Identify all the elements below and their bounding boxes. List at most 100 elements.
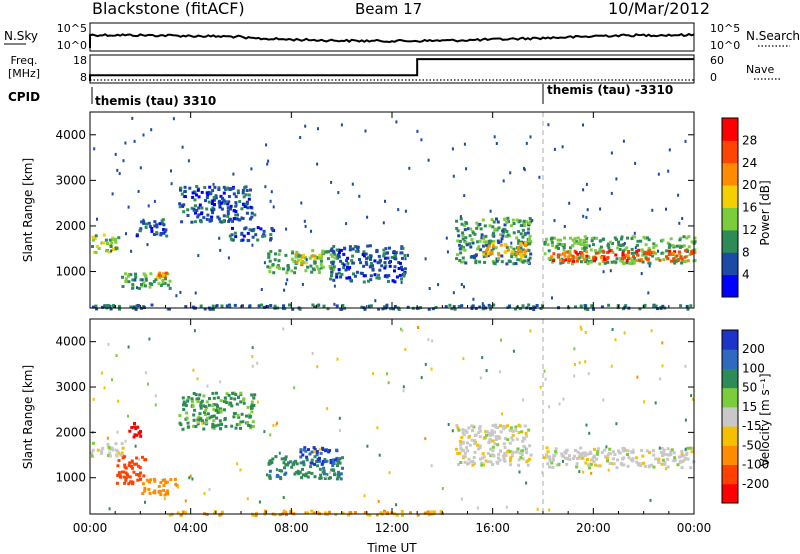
power-cell [490, 248, 494, 252]
power-cell [353, 274, 357, 278]
power-cell [619, 257, 623, 261]
power-cell [519, 224, 523, 228]
power-cell [233, 303, 237, 307]
velocity-cell [596, 447, 600, 451]
power-cell [632, 261, 636, 265]
velocity-cell [250, 400, 254, 404]
velocity-cell [568, 454, 571, 458]
velocity-cell [184, 499, 187, 503]
velocity-cell [143, 458, 147, 462]
velocity-cell [192, 392, 196, 395]
power-cell [497, 251, 500, 255]
velocity-cell [461, 440, 465, 444]
date-title: 10/Mar/2012 [608, 0, 710, 18]
power-cell [222, 220, 226, 224]
power-cell [675, 254, 679, 258]
velocity-cell [586, 452, 590, 456]
velocity-cell [543, 369, 546, 373]
power-cell [129, 305, 133, 309]
power-cell [195, 185, 199, 188]
power-cell [567, 261, 571, 264]
power-cell [461, 256, 465, 260]
velocity-cell [194, 393, 198, 397]
power-cell [248, 304, 252, 308]
velocity-cell [148, 480, 151, 484]
power-cell [330, 180, 333, 184]
velocity-cell [124, 439, 127, 443]
velocity-cell [204, 418, 208, 422]
power-cell [240, 207, 244, 211]
freq-tick-bottom: 8 [80, 71, 87, 84]
power-cell [196, 215, 200, 219]
velocity-cell [521, 398, 524, 402]
power-cell [191, 195, 195, 199]
power-cell [350, 259, 354, 263]
power-cell [602, 237, 606, 241]
power-cell [501, 229, 505, 233]
power-cell [647, 247, 651, 251]
velocity-cell [219, 409, 223, 412]
velocity-cell [133, 422, 136, 425]
velocity-cell [595, 452, 599, 456]
velocity-cell [117, 399, 120, 403]
velocity-cell [580, 454, 584, 457]
velocity-cell [159, 481, 163, 484]
velocity-cell [134, 462, 138, 466]
power-colorbar-tick-6: 28 [742, 133, 757, 147]
velocity-cell [203, 405, 207, 408]
power-cell [661, 238, 665, 242]
power-cell [652, 246, 656, 249]
velocity-cell [206, 384, 209, 388]
power-cell [458, 243, 462, 247]
velocity-cell [338, 429, 341, 433]
noise-left-tick-top: 10^5 [57, 22, 87, 35]
power-cell [210, 215, 214, 219]
power-cell [219, 248, 222, 252]
velocity-cell [253, 393, 257, 397]
power-cell [127, 205, 130, 209]
velocity-cell [310, 458, 314, 462]
power-cell [470, 305, 474, 309]
power-cell [400, 251, 404, 255]
velocity-cell [254, 514, 258, 517]
power-cell [330, 260, 333, 264]
velocity-cell [521, 449, 525, 453]
velocity-cell [427, 338, 430, 342]
power-cell [479, 248, 483, 252]
velocity-cell [562, 459, 564, 463]
velocity-cell [548, 405, 551, 409]
velocity-cell [202, 427, 206, 431]
power-cell [572, 259, 576, 263]
velocity-cell [338, 457, 342, 461]
velocity-cell [246, 497, 249, 501]
velocity-cell [268, 474, 272, 478]
power-cell [427, 307, 431, 311]
power-cell [278, 249, 282, 253]
velocity-cell [134, 427, 138, 431]
velocity-cell [310, 461, 314, 465]
velocity-cell [139, 434, 143, 438]
velocity-cell [157, 484, 161, 488]
velocity-cell [232, 412, 236, 416]
power-cell [619, 259, 623, 263]
velocity-cell [672, 451, 676, 455]
power-cell [360, 305, 364, 309]
velocity-cell [164, 481, 168, 485]
power-cell [193, 204, 197, 208]
power-cell [136, 304, 140, 307]
power-cell [343, 246, 346, 250]
velocity-cell [366, 444, 369, 448]
velocity-cell [159, 493, 163, 497]
power-cell [582, 123, 584, 127]
velocity-cell [179, 513, 183, 517]
power-cell [256, 238, 260, 242]
velocity-cell [378, 453, 381, 457]
xaxis-label: Time UT [366, 541, 417, 554]
velocity-cell [580, 456, 584, 460]
velocity-cell [504, 425, 508, 429]
power-cell [359, 271, 363, 275]
power-cell [662, 258, 666, 262]
power-cell [371, 267, 375, 271]
power-cell [232, 172, 235, 176]
power-cell [673, 250, 677, 254]
